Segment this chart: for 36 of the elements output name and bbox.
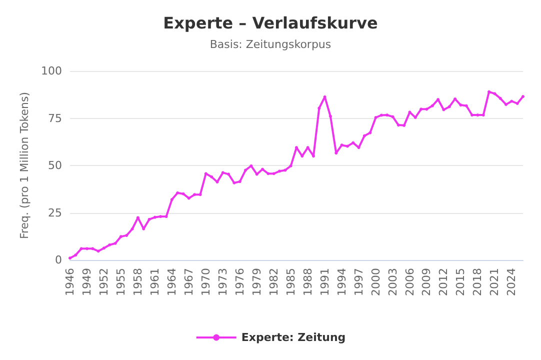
y-tick-label: 100: [41, 64, 62, 78]
legend-label: Experte: Zeitung: [241, 331, 346, 344]
x-tick-label: 1973: [216, 268, 230, 296]
x-tick-label: 1985: [284, 268, 298, 296]
y-tick-label: 25: [48, 206, 62, 220]
x-tick-label: 1994: [335, 268, 348, 296]
x-tick-label: 2000: [369, 268, 382, 296]
x-tick-label: 1988: [301, 268, 314, 296]
x-tick-label: 2003: [386, 268, 400, 296]
y-tick-label: 50: [48, 159, 62, 172]
chart-subtitle: Basis: Zeitungskorpus: [210, 38, 332, 51]
x-tick-label: 1982: [267, 268, 280, 296]
chart-title: Experte – Verlaufskurve: [163, 14, 378, 32]
x-tick-label: 1979: [250, 268, 264, 296]
x-tick-label: 1967: [182, 268, 196, 296]
x-tick-label: 1952: [97, 268, 110, 296]
y-tick-label: 75: [48, 112, 62, 125]
x-tick-label: 2015: [454, 268, 468, 296]
x-tick-label: 1961: [148, 268, 162, 296]
x-tick-label: 2021: [488, 268, 502, 296]
x-tick-label: 2012: [437, 268, 450, 296]
x-tick-label: 2024: [505, 268, 518, 296]
x-tick-label: 1991: [318, 268, 332, 296]
y-axis-title: Freq. (pro 1 Million Tokens): [18, 92, 31, 240]
x-tick-label: 1997: [352, 268, 366, 296]
x-tick-label: 1970: [199, 268, 212, 296]
x-tick-label: 2009: [420, 268, 434, 296]
y-tick-label: 0: [55, 254, 62, 266]
x-tick-label: 1964: [165, 268, 178, 296]
x-tick-label: 2018: [471, 268, 484, 296]
x-tick-label: 1949: [80, 268, 94, 296]
x-tick-label: 2006: [403, 268, 416, 296]
x-tick-label: 1955: [114, 268, 128, 296]
x-tick-label: 1946: [64, 268, 76, 296]
x-tick-label: 1958: [131, 268, 144, 296]
x-tick-label: 1976: [233, 268, 246, 296]
